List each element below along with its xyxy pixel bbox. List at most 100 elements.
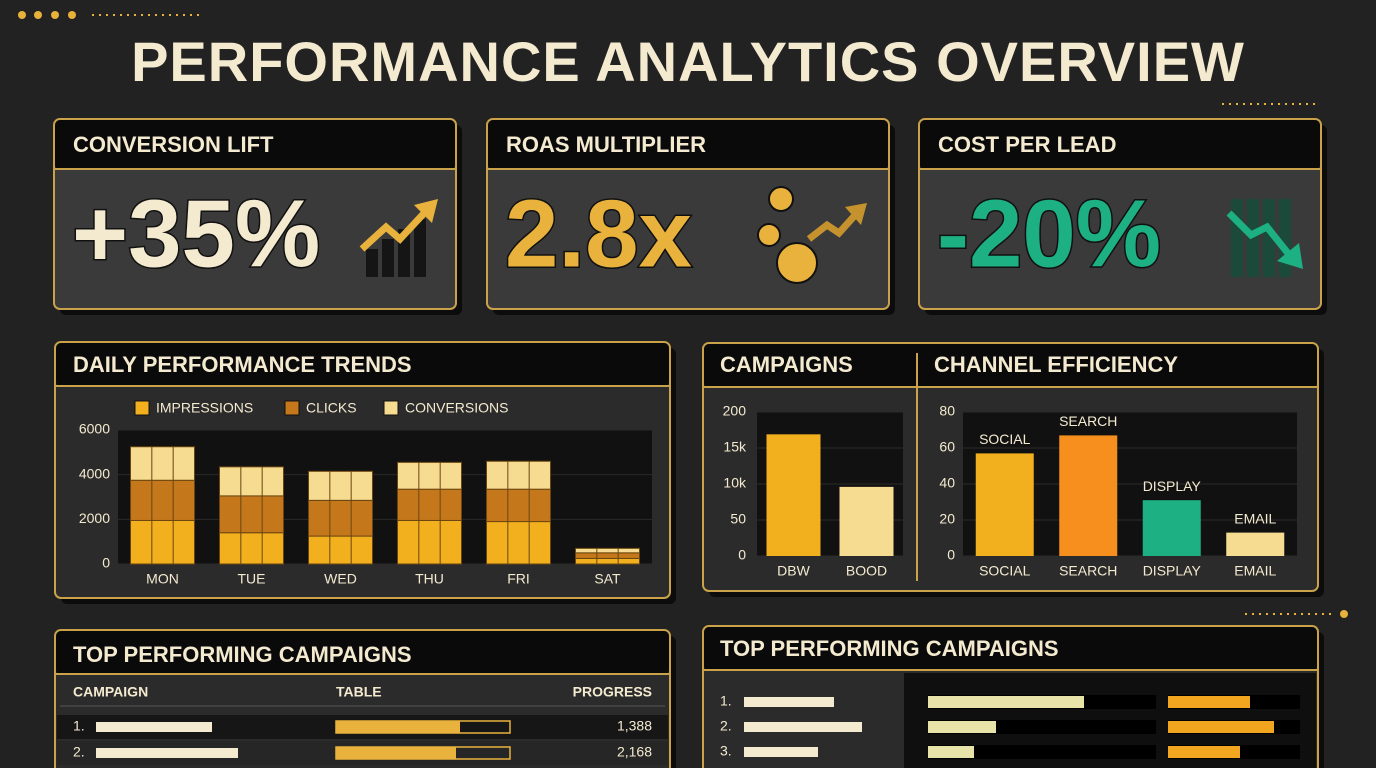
y-tick-label: 0	[738, 547, 746, 563]
y-tick-label: 20	[939, 511, 955, 527]
icon-arrow	[359, 206, 431, 252]
column-header: TABLE	[336, 684, 382, 700]
bar	[1142, 500, 1201, 556]
x-tick-label: SAT	[594, 571, 621, 587]
row-value: 2,168	[617, 744, 652, 760]
plot-area	[118, 430, 652, 564]
icon-coin	[757, 223, 781, 247]
bar-segment	[308, 535, 373, 565]
x-tick-label: DISPLAY	[1143, 563, 1202, 579]
bar-segment	[130, 479, 195, 521]
bar-segment	[486, 460, 551, 490]
progress-fill	[336, 721, 460, 733]
column-header: PROGRESS	[573, 684, 652, 700]
column-header: CAMPAIGN	[73, 684, 148, 700]
legend-swatch	[134, 400, 150, 416]
bar-fill	[928, 721, 996, 733]
panel-header	[704, 627, 1317, 671]
panel-header	[56, 631, 669, 675]
icon-arrowhead	[845, 203, 867, 225]
icon-coin	[776, 242, 818, 284]
bar-label: DISPLAY	[1143, 478, 1202, 494]
legend-label: IMPRESSIONS	[156, 400, 253, 416]
bar-label: SEARCH	[1059, 413, 1117, 429]
bar-fill	[928, 696, 1084, 708]
row-rank: 2.	[720, 718, 732, 734]
bar-segment	[397, 519, 462, 565]
x-tick-label: WED	[324, 571, 357, 587]
bar-segment	[130, 446, 195, 481]
name-placeholder	[96, 748, 238, 758]
bar-fill	[928, 746, 974, 758]
y-tick-label: 15k	[723, 439, 747, 455]
kpi-value: 2.8x	[505, 180, 692, 287]
y-tick-label: 50	[730, 511, 746, 527]
row-rank: 1.	[73, 718, 85, 734]
bar-segment	[308, 470, 373, 501]
bar-label: EMAIL	[1234, 510, 1276, 526]
row-rank: 2.	[73, 744, 85, 760]
table-title: TOP PERFORMING CAMPAIGNS	[73, 642, 412, 667]
bar-segment	[397, 488, 462, 521]
panel-header	[56, 343, 669, 387]
row-rank: 1.	[720, 693, 732, 709]
icon-arrow	[806, 210, 860, 242]
y-tick-label: 10k	[723, 475, 747, 491]
content: CONVERSION LIFT +35% ROAS MULTIPLIER 2.8x CO…	[53, 118, 1327, 768]
bar-segment	[486, 521, 551, 565]
kpi-label: COST PER LEAD	[938, 132, 1116, 157]
bar-segment	[575, 552, 640, 559]
page-title: PERFORMANCE ANALYTICS OVERVIEW	[131, 30, 1245, 93]
bar-label: SOCIAL	[979, 431, 1031, 447]
bar-segment	[219, 532, 284, 565]
panel-header	[55, 120, 455, 170]
y-tick-label: 80	[939, 403, 955, 419]
bar-segment	[219, 466, 284, 497]
bar-segment	[308, 499, 373, 537]
legend-swatch	[383, 400, 399, 416]
decor-dots	[18, 11, 1348, 618]
x-tick-label: TUE	[238, 571, 266, 587]
x-tick-label: MON	[146, 571, 179, 587]
kpi-label: CONVERSION LIFT	[73, 132, 274, 157]
chart-title: CHANNEL EFFICIENCY	[934, 352, 1178, 377]
panel-header	[488, 120, 888, 170]
name-placeholder	[744, 747, 818, 757]
x-tick-label: FRI	[507, 571, 530, 587]
kpi-value: +35%	[72, 180, 320, 287]
row-value: 1,388	[617, 718, 652, 734]
x-tick-label: SEARCH	[1059, 563, 1117, 579]
bar	[1226, 532, 1285, 556]
chart-title: DAILY PERFORMANCE TRENDS	[73, 352, 412, 377]
chart-title: CAMPAIGNS	[720, 352, 853, 377]
panel-header	[704, 344, 1317, 388]
y-tick-label: 60	[939, 439, 955, 455]
bar-segment	[219, 495, 284, 534]
name-placeholder	[744, 722, 862, 732]
y-tick-label: 40	[939, 475, 955, 491]
legend-label: CLICKS	[306, 400, 357, 416]
icon-coin	[768, 186, 794, 212]
panel-header	[920, 120, 1320, 170]
name-placeholder	[744, 697, 834, 707]
x-tick-label: SOCIAL	[979, 563, 1031, 579]
bar-track	[928, 745, 1156, 759]
x-tick-label: DBW	[777, 563, 810, 579]
name-placeholder	[96, 722, 212, 732]
x-tick-label: EMAIL	[1234, 563, 1276, 579]
kpi-value: -20%	[937, 180, 1161, 287]
bar	[766, 434, 821, 556]
bar-segment	[575, 557, 640, 565]
y-tick-label: 6000	[79, 421, 110, 437]
table-title: TOP PERFORMING CAMPAIGNS	[720, 636, 1059, 661]
x-tick-label: BOOD	[846, 563, 887, 579]
y-tick-label: 200	[723, 403, 747, 419]
icon-arrow	[1226, 210, 1294, 260]
row-rank: 3.	[720, 743, 732, 759]
kpi-label: ROAS MULTIPLIER	[506, 132, 706, 157]
bar-segment	[130, 519, 195, 565]
legend-label: CONVERSIONS	[405, 400, 508, 416]
legend-swatch	[284, 400, 300, 416]
bar-segment	[397, 461, 462, 490]
